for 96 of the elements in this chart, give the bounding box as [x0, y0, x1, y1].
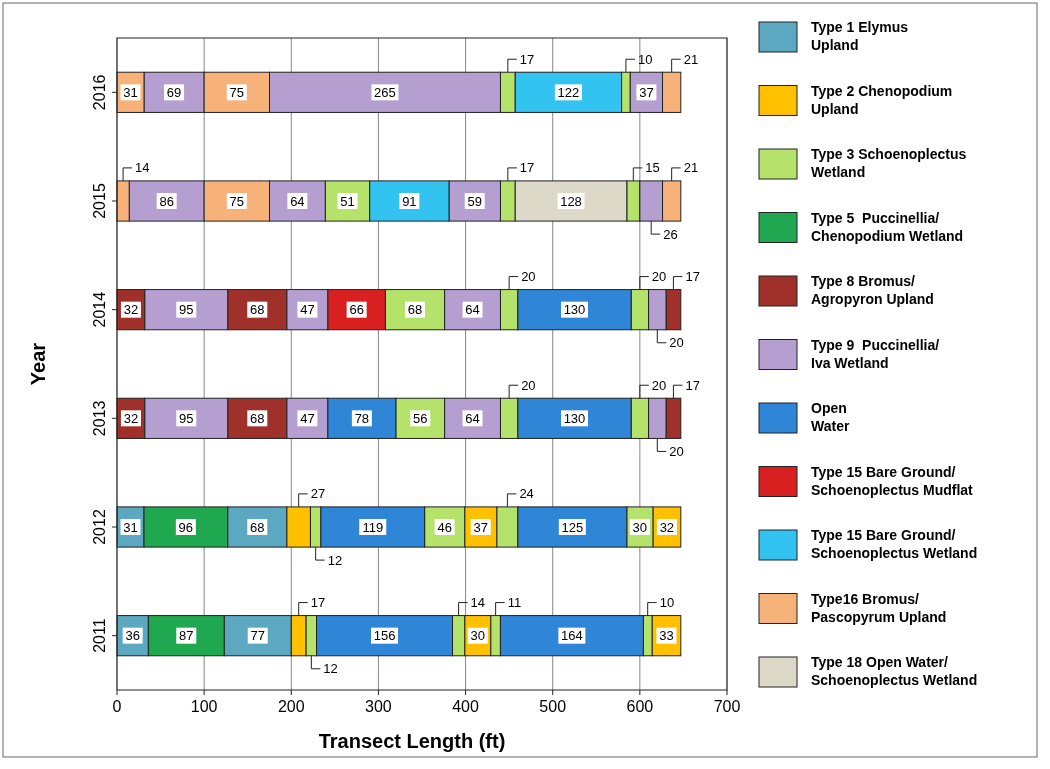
data-label: 86: [159, 193, 174, 209]
data-label: 20: [521, 377, 536, 393]
data-label: 20: [669, 335, 684, 351]
data-label: 119: [362, 519, 384, 535]
data-label: 36: [125, 628, 140, 644]
y-tick-label: 2012: [91, 509, 108, 545]
data-label: 10: [637, 51, 653, 67]
data-label: 128: [560, 193, 582, 209]
x-tick-label: 0: [112, 698, 122, 715]
data-label: 17: [519, 51, 535, 67]
data-label: 69: [166, 84, 182, 100]
data-label: 46: [437, 519, 452, 535]
x-tick-label: 100: [190, 698, 218, 715]
x-tick-label: 500: [539, 698, 567, 715]
legend-label: Open Water: [811, 400, 851, 434]
data-label: 265: [374, 84, 396, 100]
legend-label: Type 15 Bare Ground/ Schoenoplectus Mudflat: [811, 463, 974, 498]
legend-label: Type 5 Puccinellia/ Chenopodium Wetland: [811, 209, 964, 244]
x-tick-label: 400: [452, 698, 480, 715]
data-label: 91: [402, 193, 417, 209]
x-tick-label: 600: [626, 698, 654, 715]
data-label: 95: [179, 410, 194, 426]
y-tick-label: 2013: [91, 400, 108, 437]
data-label: 27: [310, 486, 326, 502]
data-label: 12: [323, 661, 338, 677]
y-tick-label: 2016: [91, 74, 108, 111]
legend-label: Type 8 Bromus/ Agropyron Upland: [811, 273, 934, 307]
data-label: 68: [250, 302, 265, 318]
legend-label: Type 3 Schoenoplectus Wetland: [811, 146, 971, 180]
x-tick-label: 700: [713, 698, 741, 715]
data-label: 68: [250, 410, 265, 426]
data-label: 31: [123, 84, 138, 100]
data-label: 14: [470, 595, 486, 611]
data-label: 17: [685, 269, 700, 285]
data-label: 51: [340, 193, 355, 209]
legend-label: Type 18 Open Water/ Schoenoplectus Wetland: [811, 654, 978, 688]
data-label: 32: [659, 519, 675, 535]
data-label: 77: [250, 628, 265, 644]
legend-label: Type 2 Chenopodium Upland: [811, 82, 957, 117]
x-tick-label: 300: [365, 698, 392, 715]
data-label: 12: [327, 552, 343, 568]
data-label: 68: [250, 519, 265, 535]
data-label: 30: [632, 519, 648, 535]
data-label: 33: [659, 628, 674, 644]
data-label: 64: [465, 410, 480, 426]
data-label: 87: [179, 628, 194, 644]
data-label: 156: [373, 628, 396, 644]
data-label: 78: [354, 410, 370, 426]
data-label: 59: [467, 193, 482, 209]
data-label: 20: [521, 269, 536, 285]
data-label: 30: [470, 628, 486, 644]
data-label: 26: [663, 226, 678, 242]
legend-label: Type 1 Elymus Upland: [811, 19, 912, 53]
data-label: 17: [310, 595, 326, 611]
data-label: 32: [123, 410, 139, 426]
data-label: 37: [639, 84, 654, 100]
data-label: 75: [229, 193, 245, 209]
data-label: 130: [563, 410, 586, 426]
data-label: 47: [300, 302, 315, 318]
data-label: 17: [519, 160, 535, 176]
legend-label: Type 15 Bare Ground/ Schoenoplectus Wetland: [811, 527, 978, 561]
data-label: 95: [179, 302, 194, 318]
data-label: 21: [683, 160, 699, 176]
y-tick-label: 2011: [91, 618, 108, 653]
data-label: 66: [349, 302, 364, 318]
legend-label: Type16 Bromus/ Pascopyrum Upland: [811, 590, 947, 625]
data-label: 164: [561, 628, 583, 644]
data-label: 14: [135, 160, 150, 176]
data-label: 122: [557, 84, 580, 100]
data-label: 64: [465, 302, 480, 318]
data-label: 10: [659, 595, 675, 611]
data-label: 75: [229, 84, 245, 100]
data-label: 20: [669, 443, 684, 459]
data-label: 56: [413, 410, 428, 426]
data-label: 68: [407, 302, 423, 318]
data-label: 32: [123, 302, 139, 318]
data-label: 130: [563, 302, 586, 318]
x-tick-label: 200: [277, 698, 305, 715]
data-label: 31: [123, 519, 138, 535]
data-label: 64: [290, 193, 305, 209]
data-label: 15: [645, 160, 660, 176]
data-label: 20: [651, 377, 667, 393]
data-label: 47: [300, 410, 315, 426]
y-axis-title: Year: [27, 342, 49, 386]
legend-label: Type 9 Puccinellia/ Iva Wetland: [811, 336, 944, 371]
data-label: 96: [178, 519, 194, 535]
x-axis-title: Transect Length (ft): [318, 730, 506, 752]
data-label: 125: [561, 519, 584, 535]
data-label: 21: [683, 51, 699, 67]
data-label: 24: [519, 486, 534, 502]
data-label: 17: [685, 377, 700, 393]
data-label: 11: [507, 595, 522, 611]
data-label: 37: [473, 519, 489, 535]
y-tick-label: 2015: [91, 183, 108, 219]
data-label: 20: [651, 269, 667, 285]
y-tick-label: 2014: [91, 291, 108, 328]
